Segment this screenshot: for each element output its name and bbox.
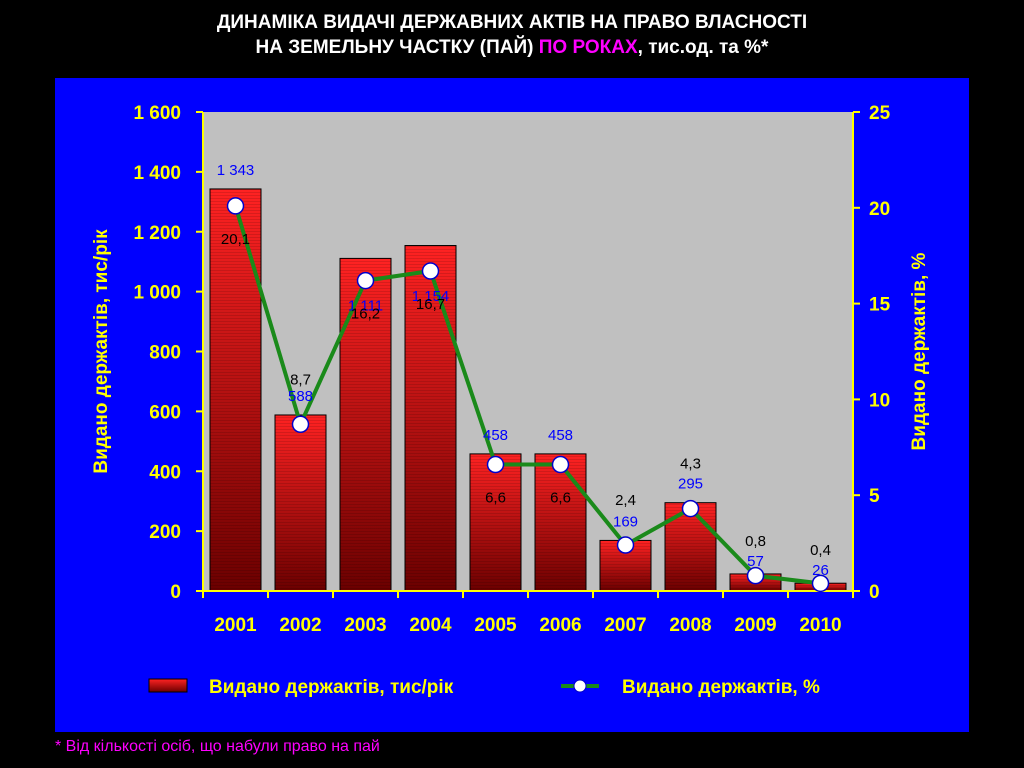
x-tick-label: 2005 [474,615,517,636]
x-tick-label: 2007 [604,615,646,636]
y-axis-left-title: Видано держактів, тис/рік [91,229,112,474]
percent-point-2002 [291,415,310,434]
percent-value-label: 16,7 [416,296,445,313]
percent-value-label: 0,4 [810,542,831,559]
title-line-2-suffix: , тис.од. та %* [637,37,769,58]
chart-panel: 0 200 400 600 800 1 000 1 200 1 400 1 600 0 5 10 15 2… [55,78,969,732]
bar-value-label: 57 [747,553,764,570]
title-line-1: ДИНАМІКА ВИДАЧІ ДЕРЖАВНИХ АКТІВ НА ПРАВО… [216,12,808,33]
percent-point-2001 [226,197,245,215]
bar-value-label: 1 343 [217,162,255,179]
y-left-tick-label: 1 600 [133,103,181,124]
title-line-2-prefix: НА ЗЕМЕЛЬНУ ЧАСТКУ (ПАЙ) [255,37,539,58]
percent-point-2010 [811,574,830,593]
percent-line [233,205,821,586]
y-left-tick-label: 1 000 [133,283,181,304]
legend-line-label: Видано держактів, % [622,677,820,698]
bar-value-label: 169 [613,513,638,530]
legend: Видано держактів, тис/рік Видано держакт… [148,677,820,698]
percent-value-label: 0,8 [745,533,766,550]
bar-value-label: 26 [812,562,829,579]
combo-chart: 0 200 400 600 800 1 000 1 200 1 400 1 600 0 5 10 15 2… [91,103,930,698]
bar-2002 [274,414,327,592]
y-right-tick-label: 5 [869,486,880,507]
x-tick-label: 2001 [214,615,257,636]
y-right-tick-label: 20 [869,199,890,220]
bar-value-label: 458 [483,427,508,444]
y-left-tick-label: 0 [170,582,181,603]
legend-bar-label: Видано держактів, тис/рік [209,677,454,698]
x-tick-label: 2006 [539,615,581,636]
percent-value-label: 4,3 [680,456,701,473]
y-left-tick-label: 200 [149,522,181,543]
legend-line-marker [573,679,587,693]
percent-value-label: 20,1 [221,231,250,248]
bar-value-label: 295 [678,476,703,493]
percent-point-2008 [681,499,700,518]
y-left-tick-label: 1 400 [133,163,181,184]
chart-title: ДИНАМІКА ВИДАЧІ ДЕРЖАВНИХ АКТІВ НА ПРАВО… [0,10,1024,60]
legend-bar-swatch [148,678,188,693]
y-right-tick-label: 25 [869,103,891,124]
title-line-2: НА ЗЕМЕЛЬНУ ЧАСТКУ (ПАЙ) ПО РОКАХ, тис.о… [0,35,1024,60]
bar-2004 [404,245,457,592]
y-right-tick-label: 10 [869,390,890,411]
x-tick-label: 2009 [734,615,776,636]
percent-value-label: 2,4 [615,492,636,509]
x-tick-label: 2002 [279,615,321,636]
x-tick-label: 2004 [409,615,452,636]
percent-point-2004 [421,262,440,280]
x-tick-label: 2008 [669,615,711,636]
y-left-tick-label: 600 [149,402,181,423]
bar-value-label: 588 [288,388,313,405]
percent-point-2009 [746,566,765,585]
percent-point-2006 [551,455,570,474]
x-tick-label: 2010 [799,615,841,636]
y-axis-right-title: Видано держактів, % [909,252,930,450]
bar-value-label: 1 154 [412,288,450,305]
percent-point-2005 [486,455,505,474]
percent-value-label: 6,6 [485,490,506,507]
bar-value-label: 1 111 [348,298,383,315]
footnote: * Від кількості осіб, що набули право на… [55,738,380,755]
y-left-tick-label: 800 [149,343,181,364]
title-highlight: ПО РОКАХ [538,37,638,58]
percent-value-label: 16,2 [351,306,380,323]
y-right-tick-label: 0 [869,582,880,603]
percent-value-label: 8,7 [290,371,311,388]
percent-point-2003 [356,271,375,290]
percent-value-label: 6,6 [550,490,571,507]
percent-point-2007 [616,536,635,554]
y-left-tick-label: 400 [149,462,181,483]
bar-2006 [534,453,587,592]
x-tick-label: 2003 [344,615,386,636]
y-right-tick-label: 15 [869,295,891,316]
bar-value-label: 458 [548,427,573,444]
bar-2005 [469,453,522,592]
bar-2001 [209,188,262,592]
y-left-tick-label: 1 200 [133,223,181,244]
